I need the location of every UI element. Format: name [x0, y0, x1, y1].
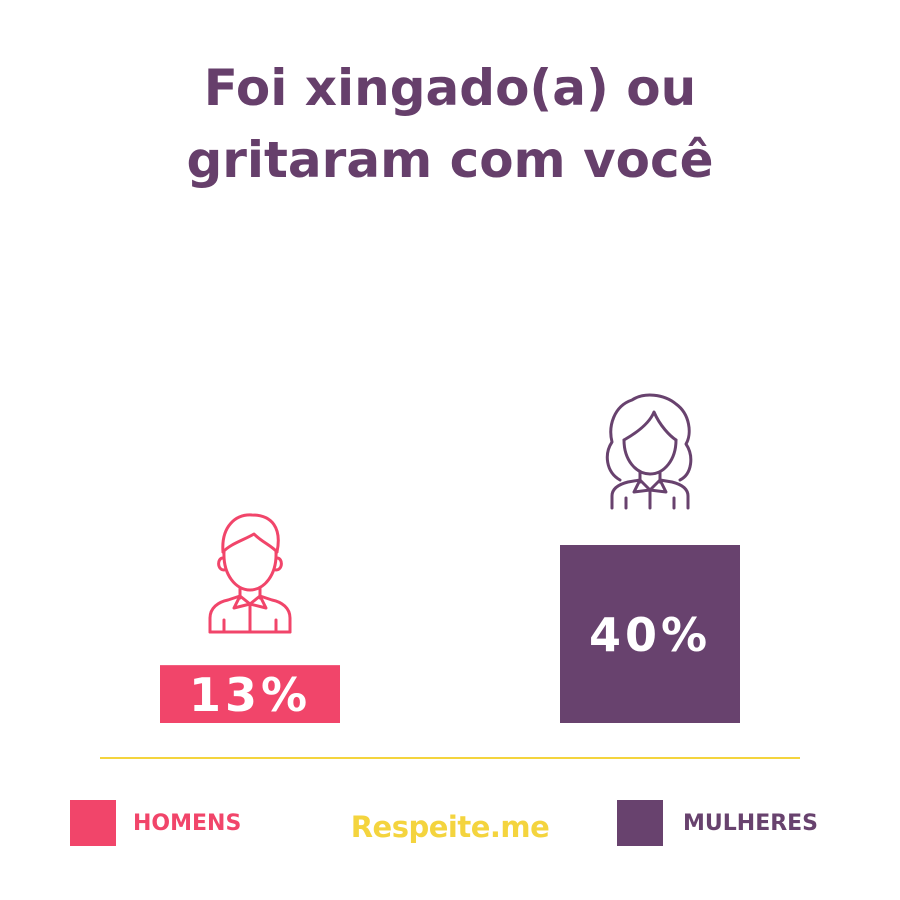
- bar-homens: [160, 665, 340, 723]
- brand-logo: Respeite.me: [350, 810, 550, 844]
- legend-swatch-mulheres: [617, 800, 663, 846]
- woman-icon: [605, 393, 693, 510]
- legend-swatch-homens: [70, 800, 116, 846]
- bar-mulheres: [560, 545, 740, 723]
- value-label-homens: 13%: [189, 668, 311, 722]
- legend-label-mulheres: MULHERES: [683, 811, 819, 836]
- chart-title-line-2: gritaram com você: [186, 131, 714, 189]
- bar-chart: 13% 40%: [100, 393, 800, 759]
- chart-title: Foi xingado(a) ou gritaram com você: [0, 52, 900, 196]
- value-label-mulheres: 40%: [589, 608, 711, 662]
- man-icon: [208, 513, 292, 634]
- chart-title-line-1: Foi xingado(a) ou: [203, 59, 697, 117]
- legend-label-homens: HOMENS: [133, 811, 242, 836]
